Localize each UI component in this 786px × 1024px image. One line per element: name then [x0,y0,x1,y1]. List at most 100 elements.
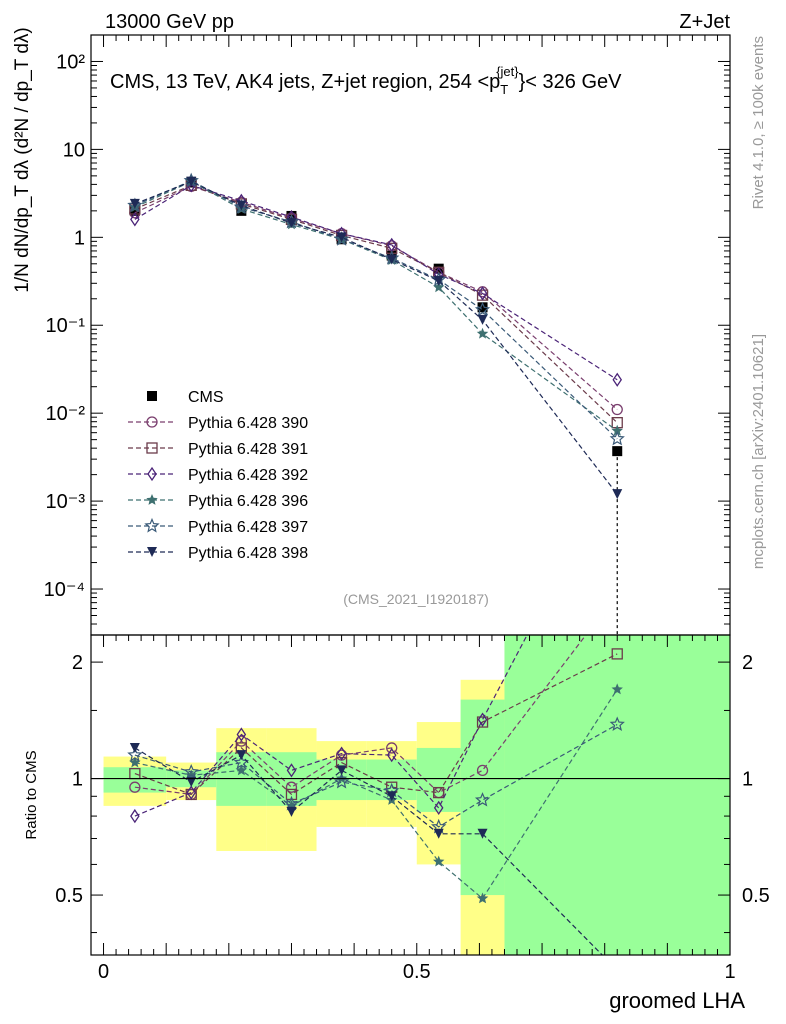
legend-label-p398: Pythia 6.428 398 [188,545,308,562]
point-data-7 [477,302,488,313]
top-ytick-label: 10⁻² [46,403,86,425]
ratio-point-p398-6 [433,828,444,839]
top-ytick-label: 10⁻³ [46,491,86,513]
ratio-point-p396-6 [433,855,445,867]
ratio-series-p398 [129,742,604,955]
ratio-point-p390-7 [476,764,489,777]
ratio-point-p398-5 [386,791,397,802]
ratio-point-p398-4 [336,765,347,776]
ratio-point-p391-7 [476,716,489,728]
ratio-point-p392-4 [336,746,347,761]
point-data-8 [612,446,623,457]
point-p398-5 [386,254,397,265]
ratio-point-p391-8 [611,648,623,660]
series-line-p397 [134,180,618,440]
legend-item-p391[interactable]: Pythia 6.428 391 [128,441,308,458]
energy-label: 13000 GeV pp [105,11,234,33]
ratio-series-layer [91,635,730,955]
process-label: Z+Jet [679,11,730,33]
point-p398-6 [433,275,444,286]
main-title-sub: T [500,82,508,97]
ratio-point-p396-2 [235,764,248,776]
top-series-layer [127,172,625,635]
xtick-label: 0 [98,961,109,983]
point-data-0 [129,205,140,216]
legend[interactable]: CMS Pythia 6.428 390 Pythia 6.428 391 Pythi… [128,389,308,562]
ratio-point-p392-0 [130,808,140,824]
ratio-point-p392-2 [236,727,247,742]
point-p390-8 [611,403,623,416]
legend-item-data[interactable]: CMS [147,389,224,406]
ratio-ytick-label-left: 2 [72,652,83,674]
series-line-p390 [134,185,618,410]
ratio-point-p397-1 [183,763,199,779]
legend-marker-p391 [146,442,158,454]
legend-marker-p392 [147,466,157,482]
point-p392-7 [477,286,488,301]
series-line-p391 [134,184,618,424]
point-p396-8 [611,424,623,436]
ratio-point-p397-3 [283,795,300,811]
main-title-sup: {jet} [496,64,519,79]
point-p398-7 [477,314,488,325]
legend-label-p396: Pythia 6.428 396 [188,493,308,510]
legend-item-p396[interactable]: Pythia 6.428 396 [128,493,308,510]
ratio-point-p391-6 [433,786,445,799]
legend-label-p391: Pythia 6.428 391 [188,441,308,458]
rivet-version-label: Rivet 4.1.0, ≥ 100k events [750,36,767,209]
top-ytick-label: 1 [74,227,85,249]
axes-layer: 10⁻⁴ 10⁻³ 10⁻² 10⁻¹ 1 10 10² 0.5 0.5 1 1 2 2 0 0.5 1 [44,34,770,983]
ratio-point-p390-5 [386,742,398,754]
ratio-line-p398 [134,747,604,955]
uncertainty-inner-bin-8 [504,635,730,955]
legend-marker-p397 [144,517,160,533]
y-axis-label-ratio: Ratio to CMS [23,750,40,839]
ratio-point-p398-7 [477,828,488,839]
legend-item-p398[interactable]: Pythia 6.428 398 [128,545,308,562]
legend-marker-p390 [146,416,158,428]
point-p397-8 [609,430,625,446]
ratio-point-p390-0 [129,781,141,793]
main-title-pre: CMS, 13 TeV, AK4 jets, Z+jet region, 254… [110,71,500,93]
ratio-point-p392-3 [286,763,297,778]
ratio-point-p398-1 [186,776,197,787]
ratio-point-p392-1 [186,785,197,800]
legend-label-data: CMS [188,389,224,406]
point-p398-1 [186,176,197,187]
legend-item-p390[interactable]: Pythia 6.428 390 [128,415,308,432]
ratio-point-p390-3 [285,781,298,793]
legend-label-p390: Pythia 6.428 390 [188,415,308,432]
ratio-point-p396-8 [611,683,623,695]
series-p392 [130,178,623,387]
top-ytick-label: 10⁻⁴ [44,579,85,601]
point-p398-2 [236,200,247,211]
legend-marker-p398 [147,547,157,557]
ratio-point-p391-3 [285,788,298,801]
point-p398-4 [336,232,347,243]
legend-marker-data [147,391,157,401]
ratio-point-p398-3 [286,806,297,817]
legend-item-p397[interactable]: Pythia 6.428 397 [128,517,308,536]
legend-label-p392: Pythia 6.428 392 [188,467,308,484]
top-ytick-label: 10⁻¹ [46,315,86,337]
point-p397-7 [474,301,491,317]
point-p398-3 [286,218,297,229]
top-ytick-label: 10 [63,139,85,161]
series-line-p396 [134,180,618,432]
ratio-ytick-label-left: 0.5 [55,885,83,907]
point-p398-8 [612,489,623,500]
ratio-point-p397-8 [609,716,625,731]
point-p398-0 [129,198,140,209]
legend-item-p392[interactable]: Pythia 6.428 392 [128,466,308,484]
ratio-point-p397-4 [333,773,350,789]
ratio-ytick-label-left: 1 [72,769,83,791]
ratio-uncertainty-bands [103,635,730,955]
uncertainty-inner-bin-0 [103,767,167,793]
top-frame [90,34,731,636]
ratio-ytick-label-right: 1 [742,769,753,791]
xtick-label: 0.5 [403,961,431,983]
xtick-label: 1 [724,961,735,983]
ratio-point-p392-6 [433,800,444,816]
series-p398 [129,176,623,500]
